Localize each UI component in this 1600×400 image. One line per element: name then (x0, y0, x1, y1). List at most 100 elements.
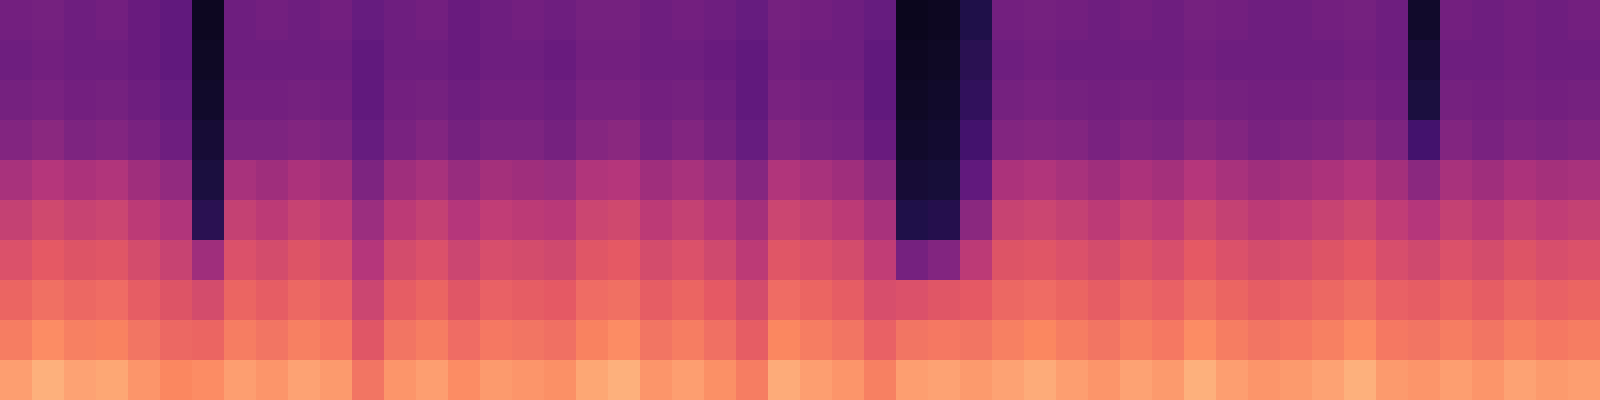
cell (672, 320, 705, 361)
cell (320, 0, 353, 41)
cell (480, 200, 513, 241)
cell (448, 80, 481, 121)
cell (1568, 0, 1600, 41)
cell (768, 120, 801, 161)
cell (1536, 80, 1569, 121)
cell (1344, 80, 1377, 121)
cell (1024, 200, 1057, 241)
cell (480, 240, 513, 281)
cell (1344, 120, 1377, 161)
cell (0, 160, 33, 201)
cell (128, 240, 161, 281)
cell (928, 320, 961, 361)
cell (224, 280, 257, 321)
cell (1440, 160, 1473, 201)
cell (1184, 240, 1217, 281)
cell (928, 360, 961, 400)
cell (864, 280, 897, 321)
cell (1216, 200, 1249, 241)
cell (1280, 80, 1313, 121)
cell (992, 80, 1025, 121)
cell (1344, 320, 1377, 361)
cell (192, 120, 225, 161)
cell (576, 80, 609, 121)
cell (1056, 200, 1089, 241)
cell (1120, 120, 1153, 161)
cell (192, 160, 225, 201)
cell (1312, 280, 1345, 321)
cell (384, 80, 417, 121)
cell (800, 200, 833, 241)
cell (352, 360, 385, 400)
cell (32, 80, 65, 121)
cell (128, 120, 161, 161)
cell (704, 200, 737, 241)
cell (704, 0, 737, 41)
cell (1280, 160, 1313, 201)
cell (128, 0, 161, 41)
cell (352, 120, 385, 161)
cell (864, 160, 897, 201)
cell (1088, 40, 1121, 81)
cell (544, 0, 577, 41)
cell (192, 280, 225, 321)
cell (1152, 240, 1185, 281)
cell (1568, 80, 1600, 121)
cell (64, 320, 97, 361)
cell (128, 40, 161, 81)
cell (352, 240, 385, 281)
cell (1408, 280, 1441, 321)
cell (1440, 360, 1473, 400)
cell (800, 320, 833, 361)
cell (1056, 240, 1089, 281)
cell (672, 160, 705, 201)
cell (96, 280, 129, 321)
cell (0, 40, 33, 81)
cell (640, 40, 673, 81)
cell (1536, 160, 1569, 201)
cell (384, 160, 417, 201)
cell (32, 40, 65, 81)
cell (672, 280, 705, 321)
cell (1312, 320, 1345, 361)
cell (736, 40, 769, 81)
cell (992, 0, 1025, 41)
cell (384, 320, 417, 361)
cell (1248, 240, 1281, 281)
cell (384, 0, 417, 41)
cell (576, 200, 609, 241)
cell (96, 0, 129, 41)
cell (736, 280, 769, 321)
cell (1184, 200, 1217, 241)
cell (800, 360, 833, 400)
cell (416, 320, 449, 361)
cell (736, 200, 769, 241)
cell (1280, 240, 1313, 281)
cell (576, 360, 609, 400)
cell (1408, 240, 1441, 281)
cell (1472, 40, 1505, 81)
cell (1568, 240, 1600, 281)
cell (1344, 40, 1377, 81)
cell (256, 40, 289, 81)
cell (1344, 360, 1377, 400)
cell (1120, 160, 1153, 201)
cell (736, 160, 769, 201)
cell (384, 280, 417, 321)
cell (416, 80, 449, 121)
cell (1472, 280, 1505, 321)
cell (224, 40, 257, 81)
cells (0, 0, 1600, 400)
cell (896, 80, 929, 121)
cell (608, 40, 641, 81)
cell (1216, 160, 1249, 201)
cell (1536, 0, 1569, 41)
cell (256, 240, 289, 281)
cell (224, 320, 257, 361)
cell (256, 160, 289, 201)
cell (864, 240, 897, 281)
cell (288, 240, 321, 281)
cell (416, 200, 449, 241)
cell (768, 80, 801, 121)
cell (1088, 160, 1121, 201)
